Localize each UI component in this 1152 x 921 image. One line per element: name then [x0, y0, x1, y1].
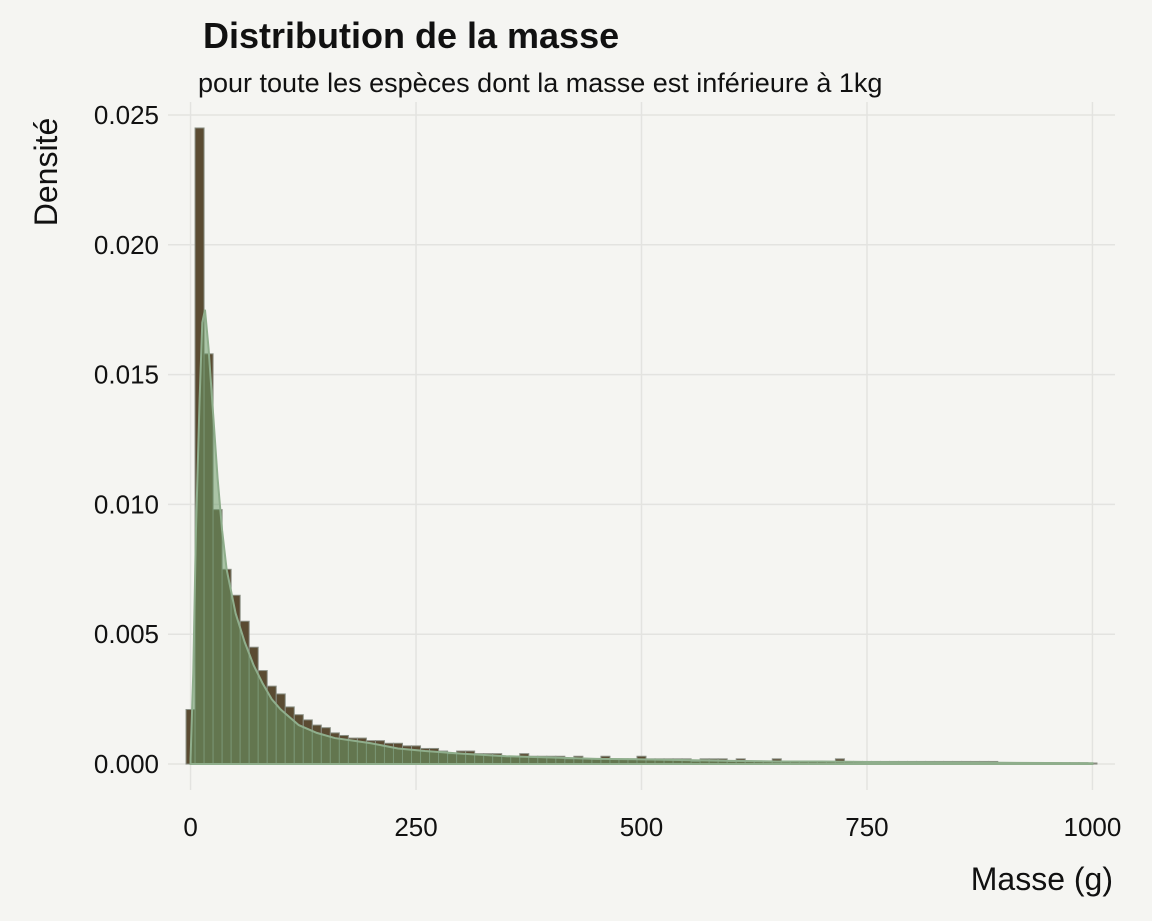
x-axis-title: Masse (g) — [971, 861, 1113, 897]
x-tick-label: 1000 — [1064, 812, 1122, 842]
x-tick-label: 750 — [845, 812, 888, 842]
y-tick-label: 0.025 — [94, 100, 159, 130]
density-curve-layer — [189, 309, 1094, 766]
y-tick-label: 0.005 — [94, 619, 159, 649]
x-tick-label: 250 — [394, 812, 437, 842]
x-axis-ticks: 0 250 500 750 1000 — [183, 812, 1121, 842]
y-axis-ticks: 0.000 0.005 0.010 0.015 0.020 0.025 — [94, 100, 159, 779]
x-tick-label: 0 — [183, 812, 197, 842]
y-tick-label: 0.015 — [94, 360, 159, 390]
chart-subtitle: pour toute les espèces dont la masse est… — [198, 68, 882, 98]
x-tick-label: 500 — [620, 812, 663, 842]
y-tick-label: 0.010 — [94, 489, 159, 519]
grid-lines — [168, 102, 1115, 790]
y-tick-label: 0.020 — [94, 230, 159, 260]
y-tick-label: 0.000 — [94, 749, 159, 779]
density-curve — [189, 309, 1094, 766]
y-axis-title: Densité — [28, 118, 64, 227]
chart-title: Distribution de la masse — [203, 15, 619, 56]
